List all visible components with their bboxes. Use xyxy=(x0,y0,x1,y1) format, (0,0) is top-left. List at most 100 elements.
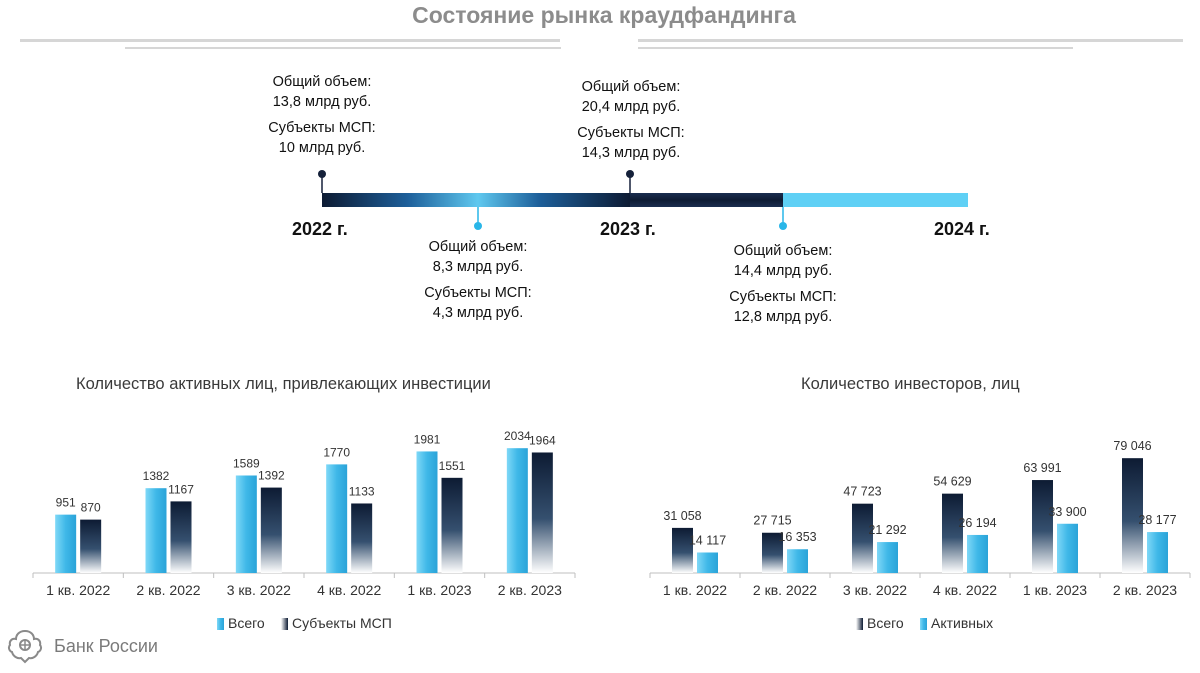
bar-light xyxy=(506,448,528,573)
year-2023: 2023 г. xyxy=(600,219,656,239)
data-label: 21 292 xyxy=(868,523,906,537)
x-tick-label: 2 кв. 2022 xyxy=(136,582,200,598)
legend-swatch xyxy=(856,618,863,630)
legend-label: Активных xyxy=(931,615,993,631)
data-label: 1770 xyxy=(323,445,350,459)
bar-light xyxy=(787,549,808,573)
data-label: 54 629 xyxy=(933,475,971,489)
bar-dark xyxy=(531,452,553,573)
legend-label: Всего xyxy=(867,615,904,631)
bar-light xyxy=(967,534,988,573)
data-label: 1981 xyxy=(414,432,441,446)
bank-of-russia-logo: Банк России xyxy=(6,628,166,664)
label-total-value: 13,8 млрд руб. xyxy=(272,94,372,110)
legend-label: Субъекты МСП xyxy=(292,615,392,631)
bar-dark xyxy=(170,501,192,573)
x-tick-label: 1 кв. 2022 xyxy=(46,582,110,598)
bar-light xyxy=(1147,532,1168,573)
data-label: 1964 xyxy=(529,433,556,447)
header-rule-left-top xyxy=(20,39,560,42)
timeline-segment-3 xyxy=(630,193,783,207)
data-label: 79 046 xyxy=(1113,439,1151,453)
bar-light xyxy=(697,552,718,573)
label-sme-caption: Субъекты МСП: xyxy=(268,120,376,136)
bar-dark xyxy=(351,503,373,573)
x-tick-label: 1 кв. 2023 xyxy=(407,582,471,598)
data-label: 1167 xyxy=(168,482,194,496)
brand-name: Банк России xyxy=(54,636,158,656)
legend-swatch xyxy=(920,618,927,630)
marker-dot-3 xyxy=(626,170,634,178)
data-label: 14 117 xyxy=(689,533,726,547)
x-tick-label: 4 кв. 2022 xyxy=(317,582,381,598)
data-label: 1589 xyxy=(233,456,260,470)
data-label: 2034 xyxy=(504,429,531,443)
data-label: 27 715 xyxy=(753,514,791,528)
legend-label: Всего xyxy=(228,615,265,631)
investors-bar-chart: 1 кв. 2022 31 058 14 117 2 кв. 2022 27 715 16… xyxy=(649,439,1191,631)
data-label: 951 xyxy=(56,496,76,510)
page-title: Состояние рынка краудфандинга xyxy=(412,2,796,28)
bar-light xyxy=(416,451,438,573)
label-total-value: 20,4 млрд руб. xyxy=(581,99,681,115)
bar-dark xyxy=(1122,458,1143,573)
x-tick-label: 2 кв. 2022 xyxy=(753,582,817,598)
label-sme-caption: Субъекты МСП: xyxy=(729,289,837,305)
x-tick-label: 1 кв. 2022 xyxy=(663,582,727,598)
marker-dot-1 xyxy=(318,170,326,178)
label-sme-caption: Субъекты МСП: xyxy=(577,125,685,141)
x-tick-label: 2 кв. 2023 xyxy=(1113,582,1177,598)
x-tick-label: 1 кв. 2023 xyxy=(1023,582,1087,598)
marker-dot-2 xyxy=(474,222,482,230)
bar-dark xyxy=(260,487,282,573)
bar-light xyxy=(326,464,348,573)
label-total-caption: Общий объем: xyxy=(428,239,528,255)
timeline-label-2023-h2: Общий объем: 14,4 млрд руб. Субъекты МСП… xyxy=(703,241,863,327)
data-label: 1392 xyxy=(258,469,285,483)
bar-dark xyxy=(852,503,873,573)
bar-dark xyxy=(80,519,102,573)
bar-light xyxy=(1057,523,1078,573)
x-tick-label: 2 кв. 2023 xyxy=(498,582,562,598)
x-tick-label: 3 кв. 2022 xyxy=(843,582,907,598)
bar-dark xyxy=(762,532,783,573)
eagle-emblem-icon xyxy=(7,629,43,664)
data-label: 870 xyxy=(81,501,101,515)
bar-dark xyxy=(672,527,693,573)
bar-dark xyxy=(942,493,963,573)
chart-title-issuers: Количество активных лиц, привлекающих ин… xyxy=(76,375,491,393)
label-sme-value: 10 млрд руб. xyxy=(278,140,366,156)
label-sme-caption: Субъекты МСП: xyxy=(424,285,532,301)
bar-light xyxy=(235,475,257,573)
header-rule-right-bottom xyxy=(638,47,1073,49)
data-label: 1382 xyxy=(143,469,170,483)
label-total-caption: Общий объем: xyxy=(581,79,681,95)
timeline-segment-2 xyxy=(478,193,630,207)
label-sme-value: 14,3 млрд руб. xyxy=(581,145,681,161)
data-label: 1133 xyxy=(349,484,375,498)
data-label: 28 177 xyxy=(1138,513,1176,527)
bar-light xyxy=(145,488,167,573)
bar-dark xyxy=(441,477,463,573)
year-2022: 2022 г. xyxy=(292,219,348,239)
bar-light xyxy=(55,514,77,573)
data-label: 26 194 xyxy=(958,516,996,530)
label-sme-value: 12,8 млрд руб. xyxy=(733,309,833,325)
timeline-segment-1 xyxy=(322,193,478,207)
header-rule-right-top xyxy=(638,39,1183,42)
data-label: 33 900 xyxy=(1048,505,1086,519)
label-total-value: 14,4 млрд руб. xyxy=(733,263,833,279)
timeline-label-2022-h1: Общий объем: 13,8 млрд руб. Субъекты МСП… xyxy=(242,72,402,158)
year-2024: 2024 г. xyxy=(934,219,990,239)
timeline-label-2023-h1: Общий объем: 20,4 млрд руб. Субъекты МСП… xyxy=(551,77,711,163)
data-label: 1551 xyxy=(439,459,466,473)
data-label: 31 058 xyxy=(663,509,701,523)
chart-title-investors: Количество инвесторов, лиц xyxy=(801,375,1020,393)
label-sme-value: 4,3 млрд руб. xyxy=(432,305,524,321)
marker-dot-4 xyxy=(779,222,787,230)
timeline-label-2022-h2: Общий объем: 8,3 млрд руб. Субъекты МСП:… xyxy=(398,237,558,323)
legend-swatch xyxy=(281,618,288,630)
label-total-caption: Общий объем: xyxy=(733,243,833,259)
data-label: 63 991 xyxy=(1023,461,1061,475)
